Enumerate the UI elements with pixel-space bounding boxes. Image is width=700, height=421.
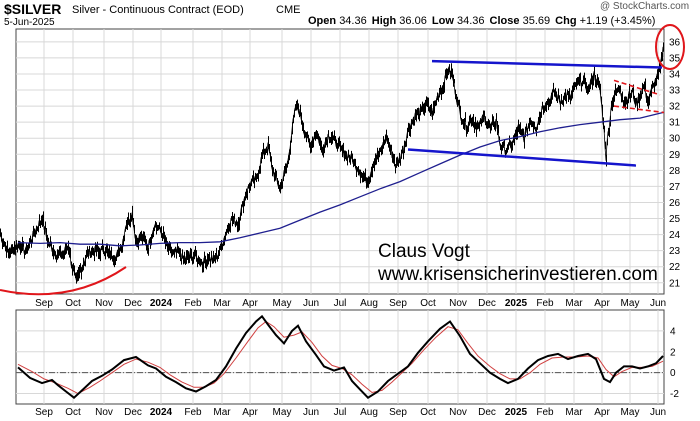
osc-xtick-label: Dec — [124, 407, 142, 418]
annotation-author: Claus Vogt — [378, 241, 470, 262]
osc-ytick-label: 2 — [670, 347, 676, 358]
osc-xtick-label: Jun — [303, 407, 319, 418]
red-wedge-lower-line — [613, 105, 665, 114]
osc-xtick-label: Oct — [420, 407, 436, 418]
price-xtick-label: Sep — [389, 298, 407, 309]
price-ytick-label: 26 — [669, 198, 681, 209]
red-highlight-circle — [655, 24, 685, 70]
price-xtick-label: Nov — [449, 298, 467, 309]
price-ytick-label: 31 — [669, 118, 681, 129]
price-ytick-label: 27 — [669, 182, 681, 193]
osc-ytick-label: 4 — [670, 326, 676, 337]
price-xtick-label: Feb — [184, 298, 202, 309]
symbol-label: $SILVER — [4, 1, 62, 17]
macd-line — [17, 314, 664, 400]
date-label: 5-Jun-2025 — [4, 17, 55, 28]
price-ytick-label: 32 — [669, 102, 681, 113]
osc-xtick-label: Mar — [213, 407, 231, 418]
price-ytick-label: 28 — [669, 166, 681, 177]
price-ytick-label: 30 — [669, 134, 681, 145]
price-xtick-label: Mar — [565, 298, 583, 309]
osc-xtick-label: Apr — [594, 407, 610, 418]
price-ytick-label: 36 — [669, 37, 681, 48]
open-value: 34.36 — [339, 15, 367, 27]
osc-xtick-label: Feb — [536, 407, 554, 418]
price-xtick-label: Nov — [95, 298, 113, 309]
price-xtick-label: Apr — [594, 298, 610, 309]
osc-xtick-label: Nov — [449, 407, 467, 418]
price-xtick-label: Jul — [334, 298, 347, 309]
price-xtick-label: Jun — [303, 298, 319, 309]
price-xtick-label: 2025 — [505, 298, 528, 309]
osc-xtick-label: Jul — [334, 407, 347, 418]
change-value: +1.19 (+3.45%) — [579, 15, 656, 27]
osc-xtick-label: 2025 — [505, 407, 528, 418]
exchange-label: CME — [276, 4, 301, 16]
change-label: Chg — [555, 15, 577, 27]
price-ytick-label: 22 — [669, 262, 681, 273]
price-xtick-label: Mar — [213, 298, 231, 309]
price-ytick-label: 23 — [669, 246, 681, 257]
red-wedge-upper-line — [613, 79, 661, 96]
low-label: Low — [431, 15, 454, 27]
annotation-website: www.krisensicherinvestieren.com — [378, 264, 658, 285]
osc-xtick-label: Apr — [242, 407, 258, 418]
red-annotation-arc — [0, 266, 127, 296]
price-xtick-label: Sep — [35, 298, 53, 309]
osc-xtick-label: Sep — [35, 407, 53, 418]
price-xtick-label: Oct — [65, 298, 81, 309]
price-xtick-label: Feb — [536, 298, 554, 309]
osc-xtick-label: Mar — [565, 407, 583, 418]
price-ytick-label: 21 — [669, 278, 681, 289]
price-ytick-label: 34 — [669, 69, 681, 80]
osc-xtick-label: Jun — [650, 407, 666, 418]
watermark: @ StockCharts.com — [600, 1, 690, 12]
price-xtick-label: Apr — [242, 298, 258, 309]
ohlc-readout: Open 34.36 High 36.06 Low 34.36 Close 35… — [308, 15, 655, 27]
price-xtick-label: Aug — [360, 298, 378, 309]
price-ytick-label: 33 — [669, 86, 681, 97]
osc-xtick-label: Nov — [95, 407, 113, 418]
osc-xtick-label: Oct — [65, 407, 81, 418]
price-xtick-label: 2024 — [150, 298, 173, 309]
osc-xtick-label: 2024 — [150, 407, 173, 418]
price-ytick-label: 29 — [669, 150, 681, 161]
osc-xtick-label: May — [273, 407, 292, 418]
price-xtick-label: Dec — [124, 298, 142, 309]
price-xtick-label: Oct — [420, 298, 436, 309]
osc-ytick-label: 0 — [670, 368, 676, 379]
close-label: Close — [489, 15, 520, 27]
moving-average-line — [17, 111, 664, 247]
price-ytick-label: 25 — [669, 214, 681, 225]
price-xtick-label: May — [273, 298, 292, 309]
osc-xtick-label: Sep — [389, 407, 407, 418]
price-xtick-label: Dec — [478, 298, 496, 309]
osc-xtick-label: May — [621, 407, 640, 418]
osc-xtick-label: Dec — [478, 407, 496, 418]
osc-ytick-label: -2 — [670, 389, 679, 400]
low-value: 34.36 — [456, 15, 485, 27]
price-xtick-label: Jun — [650, 298, 666, 309]
price-ytick-label: 35 — [669, 53, 681, 64]
close-value: 35.69 — [522, 15, 551, 27]
series-description: Silver - Continuous Contract (EOD) — [72, 4, 244, 16]
osc-xtick-label: Feb — [184, 407, 202, 418]
price-ytick-label: 24 — [669, 230, 681, 241]
channel-lower-line — [407, 148, 637, 167]
channel-upper-line — [431, 59, 663, 69]
high-value: 36.06 — [399, 15, 427, 27]
price-xtick-label: May — [621, 298, 640, 309]
price-line — [0, 46, 664, 281]
open-label: Open — [308, 15, 337, 27]
high-label: High — [371, 15, 397, 27]
osc-xtick-label: Aug — [360, 407, 378, 418]
